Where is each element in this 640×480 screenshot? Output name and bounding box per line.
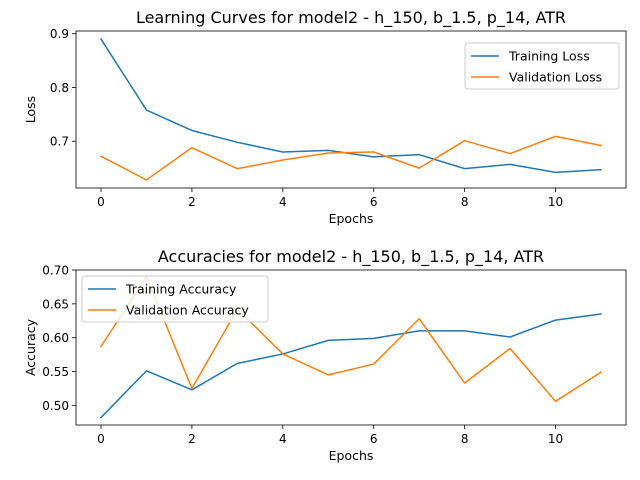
x-tick-label: 6 xyxy=(370,432,378,446)
y-tick-label: 0.8 xyxy=(50,81,69,95)
series-line-2 xyxy=(99,135,602,181)
series-line-1 xyxy=(99,38,602,174)
chart-1: 0 2 4 6 8 10 0.7 0.8 0.9 Learning Curves for mode… xyxy=(23,8,627,226)
y-tick-label: 0.55 xyxy=(42,365,69,379)
x-tick-label: 10 xyxy=(548,432,563,446)
x-axis-label: Epochs xyxy=(329,211,374,226)
x-tick-label: 2 xyxy=(188,195,196,209)
y-tick-label: 0.9 xyxy=(50,27,69,41)
x-tick-label: 8 xyxy=(461,432,469,446)
chart-title: Learning Curves for model2 - h_150, b_1.… xyxy=(136,8,566,28)
legend-label-2: Validation Loss xyxy=(509,70,602,85)
series-line-1 xyxy=(99,313,602,419)
x-tick-label: 0 xyxy=(97,432,105,446)
legend-label-1: Training Loss xyxy=(508,49,590,64)
chart-2: 0 2 4 6 8 10 0.50 0.55 0.60 0.65 0.70 Accuracies fo… xyxy=(23,247,627,463)
legend-box xyxy=(81,275,269,323)
y-tick-label: 0.60 xyxy=(42,331,69,345)
x-tick-label: 10 xyxy=(548,195,563,209)
y-tick-label: 0.7 xyxy=(50,135,69,149)
y-tick-label: 0.50 xyxy=(42,399,69,413)
legend: Training Loss Validation Loss xyxy=(464,42,620,90)
x-axis-label: Epochs xyxy=(329,448,374,463)
legend-label-1: Training Accuracy xyxy=(125,282,237,297)
chart-title: Accuracies for model2 - h_150, b_1.5, p_… xyxy=(158,247,544,267)
x-tick-label: 2 xyxy=(188,432,196,446)
plot-frame xyxy=(75,269,627,426)
x-tick-label: 4 xyxy=(279,432,287,446)
plot-frame xyxy=(75,30,627,189)
legend-box xyxy=(464,42,620,90)
y-axis-label: Accuracy xyxy=(23,318,38,376)
x-tick-label: 6 xyxy=(370,195,378,209)
legend-label-2: Validation Accuracy xyxy=(126,303,249,318)
x-tick-label: 4 xyxy=(279,195,287,209)
x-tick-label: 0 xyxy=(97,195,105,209)
y-tick-label: 0.65 xyxy=(42,297,69,311)
y-tick-label: 0.70 xyxy=(42,264,69,278)
series-line-2 xyxy=(99,276,603,403)
x-tick-label: 8 xyxy=(461,195,469,209)
y-axis-label: Loss xyxy=(23,96,38,123)
legend: Training Accuracy Validation Accuracy xyxy=(81,275,269,323)
